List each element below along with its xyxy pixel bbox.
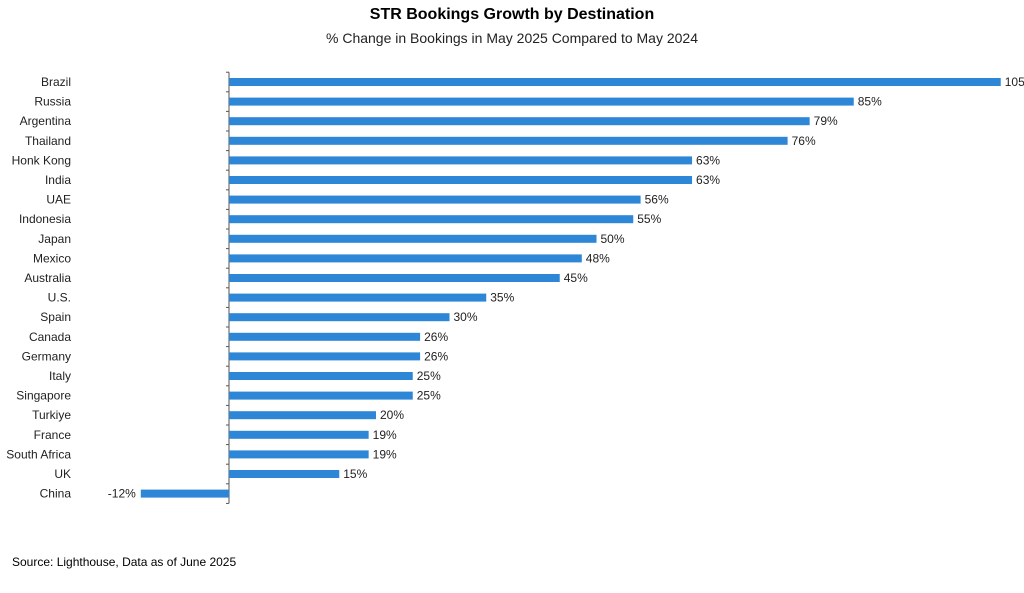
bar: [229, 234, 597, 243]
category-label: U.S.: [48, 291, 71, 305]
data-label: 63%: [696, 173, 720, 187]
bar: [229, 313, 450, 322]
category-label: Germany: [22, 349, 71, 363]
data-label: 50%: [601, 232, 625, 246]
bar: [229, 215, 634, 224]
data-label: 25%: [417, 369, 441, 383]
data-label: 105%: [1005, 75, 1024, 89]
data-label: 55%: [637, 212, 661, 226]
bar: [229, 470, 340, 478]
data-label: 63%: [696, 153, 720, 167]
bar: [229, 195, 641, 204]
data-label: 35%: [490, 291, 514, 305]
data-label: 20%: [380, 408, 404, 422]
data-label: 76%: [792, 134, 816, 148]
category-label: France: [34, 428, 72, 442]
category-label: UK: [54, 467, 71, 481]
bar: [229, 332, 421, 341]
bar: [229, 117, 810, 126]
category-label: Honk Kong: [12, 153, 71, 167]
bar: [229, 97, 854, 106]
category-label: UAE: [46, 193, 71, 207]
bar: [229, 411, 376, 420]
bar: [229, 372, 413, 380]
data-label: 45%: [564, 271, 588, 285]
category-label: Singapore: [16, 389, 71, 403]
bar: [229, 176, 693, 184]
bar: [229, 293, 487, 302]
data-label: -12%: [108, 487, 136, 501]
data-label: 26%: [424, 330, 448, 344]
category-label: Turkiye: [32, 408, 71, 422]
bar: [229, 78, 1001, 86]
chart-subtitle: % Change in Bookings in May 2025 Compare…: [326, 30, 698, 46]
data-label: 19%: [373, 428, 397, 442]
data-label: 79%: [814, 114, 838, 128]
bar: [229, 352, 421, 361]
data-label: 56%: [645, 193, 669, 207]
category-label: Italy: [49, 369, 71, 383]
category-label: Canada: [29, 330, 71, 344]
bar: [229, 391, 413, 400]
data-label: 30%: [454, 310, 478, 324]
category-label: Brazil: [41, 75, 71, 89]
data-label: 15%: [343, 467, 367, 481]
category-label: Thailand: [25, 134, 71, 148]
category-label: China: [40, 487, 72, 501]
category-label: Spain: [40, 310, 71, 324]
category-label: India: [45, 173, 71, 187]
chart-title: STR Bookings Growth by Destination: [369, 6, 655, 23]
bar: [229, 136, 788, 145]
bar: [229, 450, 369, 459]
category-label: South Africa: [6, 447, 71, 461]
data-label: 48%: [586, 251, 610, 265]
data-label: 85%: [858, 95, 882, 109]
bar: [229, 254, 582, 263]
category-label: Russia: [34, 95, 71, 109]
bar: [229, 430, 369, 439]
category-label: Japan: [38, 232, 71, 246]
data-label: 26%: [424, 349, 448, 363]
category-label: Indonesia: [19, 212, 71, 226]
bar: [229, 156, 693, 165]
bar: [229, 274, 560, 282]
category-label: Argentina: [20, 114, 72, 128]
data-label: 19%: [373, 447, 397, 461]
category-label: Australia: [24, 271, 71, 285]
data-label: 25%: [417, 389, 441, 403]
category-label: Mexico: [33, 251, 71, 265]
source-note: Source: Lighthouse, Data as of June 2025: [12, 555, 237, 569]
bar: [140, 489, 229, 498]
